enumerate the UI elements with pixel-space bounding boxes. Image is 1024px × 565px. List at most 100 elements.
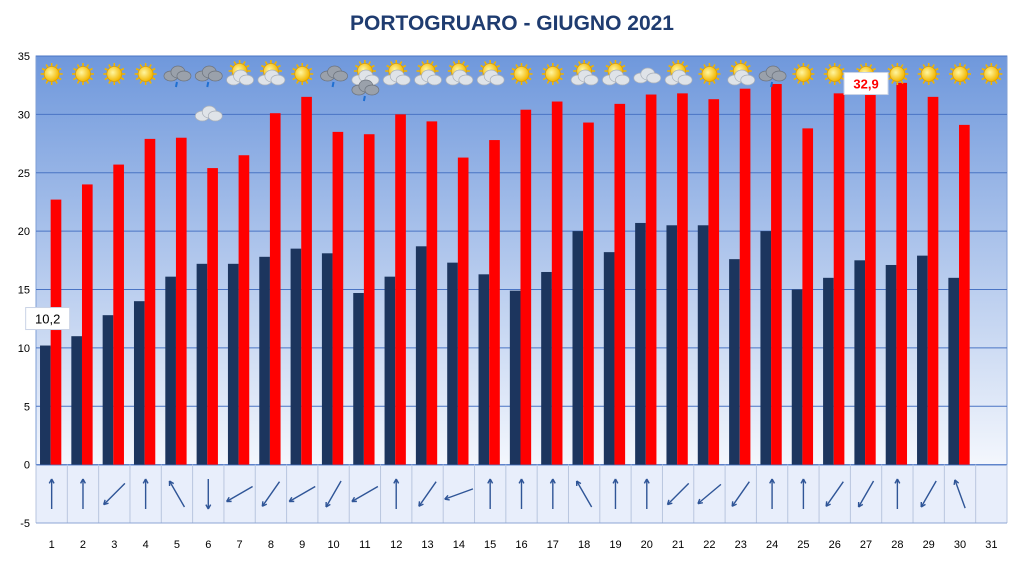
max-temp-bar [364, 134, 375, 464]
y-tick-label: 25 [18, 168, 30, 180]
label-text: 10,2 [35, 312, 60, 327]
y-tick-label: -5 [20, 518, 30, 530]
rain-drop [176, 82, 177, 87]
min-temp-bar [823, 278, 834, 465]
sun-disc [890, 67, 905, 82]
max-temp-bar [552, 102, 563, 465]
min-temp-bar [635, 223, 646, 465]
cloud-lobe [678, 75, 692, 85]
min-temp-bar [447, 263, 458, 465]
x-tick-label: 12 [390, 539, 402, 551]
max-temp-bar [802, 128, 813, 464]
max-temp-bar [677, 93, 688, 464]
rain-drop [364, 96, 365, 101]
y-tick-label: 5 [24, 401, 30, 413]
min-temp-bar [854, 260, 865, 464]
cloud-lobe [271, 75, 285, 85]
x-tick-label: 22 [703, 539, 715, 551]
max-temp-bar [708, 99, 719, 464]
rain-drop [207, 82, 208, 87]
sun-disc [702, 67, 717, 82]
min-temp-bar [197, 264, 208, 465]
rain-drop [333, 82, 334, 87]
chart-title: PORTOGRUARO - GIUGNO 2021 [350, 12, 674, 35]
max-temp-bar [270, 113, 281, 464]
x-tick-label: 25 [797, 539, 809, 551]
min-temp-bar [385, 277, 396, 465]
x-tick-label: 27 [860, 539, 872, 551]
x-tick-label: 20 [641, 539, 653, 551]
wind-arrow-head [445, 499, 450, 500]
max-temp-bar [207, 168, 218, 465]
x-tick-label: 9 [299, 539, 305, 551]
cloud-lobe [208, 111, 222, 121]
x-tick-label: 11 [359, 539, 370, 551]
cloud-lobe [365, 85, 379, 95]
min-temp-bar [792, 290, 803, 465]
x-tick-label: 18 [578, 539, 590, 551]
cloud-lobe [615, 75, 629, 85]
cloud-lobe [240, 75, 254, 85]
max-temp-bar [458, 158, 469, 465]
x-tick-label: 21 [672, 539, 684, 551]
x-tick-label: 10 [327, 539, 339, 551]
wind-arrow-head [954, 480, 955, 485]
x-tick-label: 5 [174, 539, 180, 551]
max-temp-bar [301, 97, 312, 465]
cloud-lobe [584, 75, 598, 85]
label-text: 32,9 [853, 77, 878, 92]
max-temp-bar [333, 132, 344, 465]
sun-disc [514, 67, 529, 82]
x-tick-label: 29 [923, 539, 935, 551]
min-temp-bar [259, 257, 270, 465]
min-temp-bar [353, 293, 364, 465]
min-temp-bar [572, 231, 583, 465]
x-tick-label: 14 [453, 539, 465, 551]
cloud-lobe [208, 71, 222, 81]
max-temp-bar [865, 81, 876, 465]
max-temp-bar [928, 97, 939, 465]
cloud-lobe [772, 71, 786, 81]
sun-disc [138, 67, 153, 82]
min-temp-bar [134, 301, 145, 464]
max-temp-bar [82, 184, 93, 464]
min-temp-bar [479, 274, 490, 464]
cloud-lobe [428, 75, 442, 85]
max-temp-bar [239, 155, 250, 464]
max-temp-bar [145, 139, 156, 465]
min-temp-bar [541, 272, 552, 465]
x-tick-label: 23 [735, 539, 747, 551]
max-temp-bar [771, 84, 782, 465]
min-temp-bar [886, 265, 897, 465]
max-temp-bar [646, 95, 657, 465]
x-tick-label: 8 [268, 539, 274, 551]
max-temp-label: 32,9 [844, 73, 888, 95]
min-temp-bar [729, 259, 740, 464]
x-tick-label: 1 [49, 539, 55, 551]
x-tick-label: 13 [421, 539, 433, 551]
y-tick-label: 15 [18, 285, 30, 297]
min-temp-bar [71, 336, 82, 464]
x-tick-label: 7 [237, 539, 243, 551]
y-tick-label: 20 [18, 226, 30, 238]
min-temp-bar [948, 278, 959, 465]
min-temp-bar [416, 246, 427, 464]
sun-disc [75, 67, 90, 82]
sun-disc [107, 67, 122, 82]
cloud-lobe [647, 73, 661, 83]
x-tick-label: 2 [80, 539, 86, 551]
sun-disc [295, 67, 310, 82]
x-tick-label: 16 [515, 539, 527, 551]
x-tick-label: 6 [205, 539, 211, 551]
cloud-lobe [396, 75, 410, 85]
sun-disc [545, 67, 560, 82]
y-tick-label: 10 [18, 343, 30, 355]
min-temp-bar [666, 225, 677, 464]
max-temp-bar [489, 140, 500, 465]
cloud-lobe [334, 71, 348, 81]
sun-disc [827, 67, 842, 82]
sun-disc [984, 67, 999, 82]
min-temp-bar [604, 252, 615, 464]
